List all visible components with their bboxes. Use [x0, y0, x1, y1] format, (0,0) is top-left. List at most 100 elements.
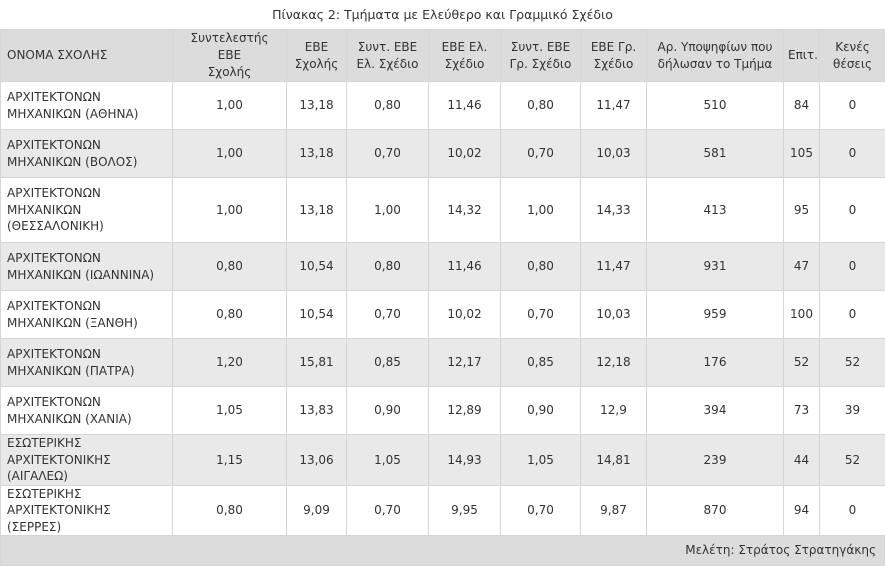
school-name-text: ΑΡΧΙΤΕΚΤΟΝΩΝ [7, 137, 168, 154]
value-cell: 0,90 [347, 387, 429, 435]
school-name-text: ΕΣΩΤΕΡΙΚΗΣ [7, 435, 168, 452]
header-text: Σχολής [291, 56, 342, 73]
value-cell: 10,54 [287, 243, 347, 291]
value-cell: 0 [820, 291, 885, 339]
value-cell: 95 [784, 178, 820, 243]
school-name-text: ΜΗΧΑΝΙΚΩΝ (ΒΟΛΟΣ) [7, 154, 168, 171]
value-cell: 52 [820, 435, 885, 486]
value-cell: 1,00 [347, 178, 429, 243]
value-cell: 14,93 [429, 435, 501, 486]
table-caption: Πίνακας 2: Τμήματα με Ελεύθερο και Γραμμ… [0, 0, 885, 29]
school-name-text: ΑΡΧΙΤΕΚΤΟΝΩΝ [7, 346, 168, 363]
value-cell: 10,02 [429, 291, 501, 339]
value-cell: 0 [820, 130, 885, 178]
value-cell: 0,70 [347, 130, 429, 178]
value-cell: 10,02 [429, 130, 501, 178]
value-cell: 1,05 [347, 435, 429, 486]
value-cell: 176 [647, 339, 784, 387]
value-cell: 0,80 [347, 82, 429, 130]
value-cell: 0 [820, 485, 885, 536]
value-cell: 10,03 [581, 130, 647, 178]
header-text: Σχολής [177, 64, 282, 81]
value-cell: 0 [820, 178, 885, 243]
value-cell: 100 [784, 291, 820, 339]
value-cell: 0,85 [347, 339, 429, 387]
value-cell: 39 [820, 387, 885, 435]
column-header: ΕΒΕ Γρ.Σχέδιο [581, 30, 647, 82]
header-text: Αρ. Υποψηφίων που [651, 39, 779, 56]
value-cell: 0 [820, 243, 885, 291]
value-cell: 14,33 [581, 178, 647, 243]
value-cell: 13,18 [287, 178, 347, 243]
header-text: Γρ. Σχέδιο [505, 56, 576, 73]
value-cell: 959 [647, 291, 784, 339]
value-cell: 1,00 [173, 178, 287, 243]
header-text: Συντ. ΕΒΕ [351, 39, 424, 56]
value-cell: 84 [784, 82, 820, 130]
header-text: ΕΒΕ Ελ. [433, 39, 496, 56]
value-cell: 94 [784, 485, 820, 536]
value-cell: 52 [820, 339, 885, 387]
header-text: Συντ. ΕΒΕ [505, 39, 576, 56]
header-text: Συντελεστής ΕΒΕ [177, 30, 282, 64]
value-cell: 12,18 [581, 339, 647, 387]
school-name-text: ΜΗΧΑΝΙΚΩΝ [7, 202, 168, 219]
school-name-text: ΜΗΧΑΝΙΚΩΝ (ΠΑΤΡΑ) [7, 363, 168, 380]
value-cell: 10,54 [287, 291, 347, 339]
value-cell: 11,47 [581, 82, 647, 130]
value-cell: 1,20 [173, 339, 287, 387]
value-cell: 413 [647, 178, 784, 243]
value-cell: 0,85 [501, 339, 581, 387]
value-cell: 870 [647, 485, 784, 536]
value-cell: 239 [647, 435, 784, 486]
school-name-text: ΜΗΧΑΝΙΚΩΝ (ΙΩΑΝΝΙΝΑ) [7, 267, 168, 284]
header-text: Κενές [824, 39, 881, 56]
header-text: ΕΒΕ Γρ. [585, 39, 642, 56]
school-name-text: ΑΡΧΙΤΕΚΤΟΝΙΚΗΣ (ΑΙΓΑΛΕΩ) [7, 452, 168, 485]
value-cell: 14,81 [581, 435, 647, 486]
value-cell: 0,80 [347, 243, 429, 291]
value-cell: 12,9 [581, 387, 647, 435]
value-cell: 12,17 [429, 339, 501, 387]
value-cell: 1,00 [173, 130, 287, 178]
value-cell: 1,00 [501, 178, 581, 243]
value-cell: 11,47 [581, 243, 647, 291]
value-cell: 394 [647, 387, 784, 435]
school-name-text: ΕΣΩΤΕΡΙΚΗΣ [7, 486, 168, 503]
value-cell: 0,80 [501, 82, 581, 130]
school-name-text: ΑΡΧΙΤΕΚΤΟΝΩΝ [7, 394, 168, 411]
value-cell: 14,32 [429, 178, 501, 243]
value-cell: 13,18 [287, 82, 347, 130]
value-cell: 13,83 [287, 387, 347, 435]
value-cell: 0,80 [173, 291, 287, 339]
value-cell: 0,80 [173, 485, 287, 536]
value-cell: 0,90 [501, 387, 581, 435]
value-cell: 0,70 [501, 485, 581, 536]
school-name-text: (ΘΕΣΣΑΛΟΝΙΚΗ) [7, 218, 168, 235]
value-cell: 52 [784, 339, 820, 387]
value-cell: 0,80 [501, 243, 581, 291]
value-cell: 13,06 [287, 435, 347, 486]
header-text: Ελ. Σχέδιο [351, 56, 424, 73]
header-text: Επιτ. [788, 47, 815, 64]
header-text: Σχέδιο [433, 56, 496, 73]
value-cell: 47 [784, 243, 820, 291]
school-name-text: ΑΡΧΙΤΕΚΤΟΝΩΝ [7, 185, 168, 202]
value-cell: 510 [647, 82, 784, 130]
value-cell: 12,89 [429, 387, 501, 435]
